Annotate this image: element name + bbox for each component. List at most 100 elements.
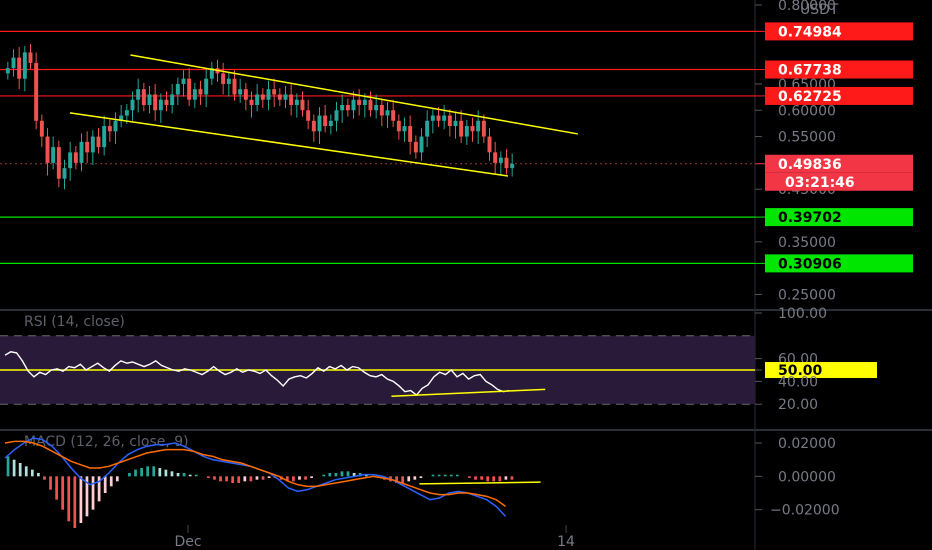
level-badge-resistance[interactable]	[765, 22, 913, 41]
candle-body	[255, 94, 260, 105]
macd-trendline[interactable]	[419, 481, 541, 485]
candle-body	[187, 78, 192, 100]
candle-body	[209, 68, 214, 79]
candle-body	[96, 136, 101, 148]
level-badge-resistance[interactable]	[765, 60, 913, 79]
candle-body	[45, 136, 50, 163]
candle-body	[17, 57, 22, 79]
candle-body	[85, 141, 90, 153]
candle-body	[73, 152, 78, 163]
candle-body	[34, 62, 39, 121]
candle-body	[158, 99, 163, 111]
level-badge-resistance-text: 0.74984	[778, 24, 842, 40]
candle-body	[453, 120, 458, 127]
candle-body	[430, 115, 435, 121]
rsi-tick-label: 20.00	[778, 397, 818, 413]
candle-body	[238, 89, 243, 95]
rsi-pane[interactable]: RSI (14, close)	[0, 314, 755, 405]
candle-body	[340, 105, 345, 111]
candle-body	[181, 78, 186, 84]
candle-body	[425, 120, 430, 137]
currency-label: USDT	[800, 2, 839, 18]
candle-body	[277, 94, 282, 100]
candle-body	[221, 73, 226, 84]
candle-body	[62, 168, 67, 179]
candle-body	[345, 105, 350, 111]
candle-body	[459, 120, 464, 137]
candle-body	[391, 110, 396, 121]
candle-body	[374, 105, 379, 111]
candle-body	[136, 89, 141, 100]
candle-body	[249, 99, 254, 105]
candle-body	[402, 126, 407, 132]
candle-body	[476, 120, 481, 132]
candle-body	[113, 120, 118, 132]
rsi-tick-label: 100.00	[778, 306, 827, 322]
last-price-badge-text: 0.49836	[778, 157, 842, 173]
candle-body	[164, 99, 169, 105]
candle-body	[22, 52, 27, 79]
candle-body	[379, 105, 384, 116]
candle-body	[289, 94, 294, 105]
candle-body	[124, 110, 129, 116]
candle-body	[306, 110, 311, 121]
price-tick-label: 0.80000	[778, 0, 836, 14]
candle-body	[283, 94, 288, 100]
candle-body	[481, 120, 486, 137]
candle-body	[357, 99, 362, 105]
price-tick-label: 0.25000	[778, 287, 836, 303]
level-badge-support-text: 0.30906	[778, 256, 842, 272]
candle-body	[493, 152, 498, 163]
rsi-trendline[interactable]	[391, 388, 546, 397]
countdown-text: 03:21:46	[785, 175, 855, 191]
candle-body	[351, 99, 356, 111]
candle-body	[447, 115, 452, 127]
macd-pane-title: MACD (12, 26, close, 9)	[24, 434, 189, 450]
candle-body	[436, 115, 441, 121]
candle-body	[170, 94, 175, 105]
trendline-channel-bottom[interactable]	[69, 112, 509, 177]
price-tick-label: 0.60000	[778, 103, 836, 119]
candle-body	[362, 99, 367, 105]
candle-body	[442, 115, 447, 121]
rsi-line	[4, 351, 510, 397]
candle-body	[311, 120, 316, 132]
rsi-pane-title: RSI (14, close)	[24, 314, 125, 330]
level-badge-support-text: 0.39702	[778, 210, 842, 226]
candle-body	[11, 57, 16, 69]
trendline-channel-top[interactable]	[130, 54, 578, 135]
level-badge-resistance[interactable]	[765, 86, 913, 105]
rsi-midline-badge[interactable]	[765, 362, 877, 378]
level-badge-resistance-text: 0.62725	[778, 89, 842, 105]
last-price-badge[interactable]	[765, 154, 913, 173]
candle-body	[28, 52, 33, 63]
rsi-tick-label: 40.00	[778, 374, 818, 390]
macd-pane[interactable]: MACD (12, 26, close, 9)	[4, 434, 541, 528]
candle-body	[192, 89, 197, 100]
candle-body	[385, 110, 390, 116]
candle-body	[510, 163, 515, 169]
macd-tick-label: 0.00000	[778, 469, 836, 485]
candle-body	[396, 120, 401, 132]
level-badge-support[interactable]	[765, 254, 913, 273]
candle-body	[317, 115, 322, 132]
price-axis[interactable]: 0.800000.749840.650000.600000.550000.450…	[755, 0, 913, 519]
time-tick-label: Dec	[174, 534, 201, 550]
candle-body	[504, 157, 509, 169]
candle-body	[39, 120, 44, 137]
candle-body	[243, 89, 248, 100]
candle-body	[260, 94, 265, 100]
candle-body	[107, 126, 112, 132]
price-pane[interactable]	[0, 30, 755, 264]
candle-body	[141, 89, 146, 105]
candle-body	[328, 120, 333, 127]
level-badge-support[interactable]	[765, 208, 913, 227]
time-axis[interactable]: Dec 14	[174, 525, 575, 550]
price-tick-label: 0.55000	[778, 130, 836, 146]
candle-body	[413, 141, 418, 153]
countdown-badge	[765, 172, 913, 191]
candle-body	[300, 99, 305, 111]
candle-body	[119, 115, 124, 121]
candle-body	[79, 141, 84, 163]
